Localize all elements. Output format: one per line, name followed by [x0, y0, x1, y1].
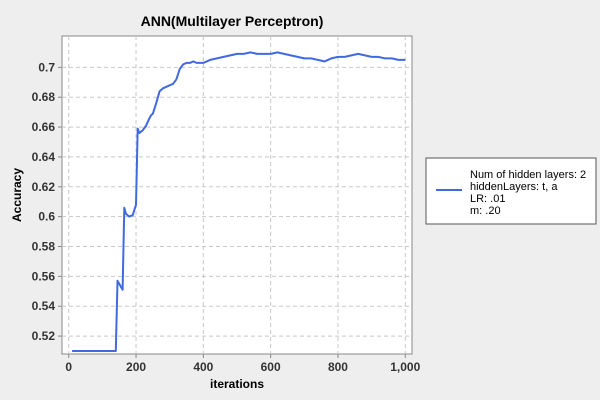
chart-title: ANN(Multilayer Perceptron): [141, 13, 324, 29]
series-line: [72, 51, 406, 352]
x-tick-label: 600: [261, 360, 281, 374]
y-axis-title: Accuracy: [10, 168, 24, 222]
legend-line: Num of hidden layers: 2: [470, 169, 586, 181]
y-tick-label: 0.68: [32, 90, 56, 104]
y-tick-label: 0.7: [38, 60, 55, 74]
y-tick-label: 0.58: [32, 240, 56, 254]
x-tick-label: 1,000: [390, 360, 420, 374]
y-tick-label: 0.66: [32, 120, 56, 134]
y-tick-label: 0.62: [32, 180, 56, 194]
legend-line: LR: .01: [470, 193, 505, 205]
y-tick-label: 0.54: [32, 299, 56, 313]
x-tick-label: 0: [65, 360, 72, 374]
y-tick-label: 0.52: [32, 329, 56, 343]
grid-lines: [62, 36, 412, 354]
legend-line: m: .20: [470, 205, 501, 217]
legend-line: hiddenLayers: t, a: [470, 181, 558, 193]
axis-ticks: 0 200 400 600 800 1,000 0.52 0.54 0.56 0.58 0.6 0.6…: [32, 60, 421, 374]
plot-area: [61, 35, 413, 355]
x-tick-label: 800: [328, 360, 348, 374]
x-axis-title: iterations: [210, 377, 264, 391]
series-layer: [72, 51, 406, 352]
x-tick-label: 400: [193, 360, 213, 374]
x-tick-label: 200: [126, 360, 146, 374]
y-tick-label: 0.56: [32, 269, 56, 283]
y-tick-label: 0.64: [32, 150, 56, 164]
y-tick-label: 0.6: [38, 210, 55, 224]
